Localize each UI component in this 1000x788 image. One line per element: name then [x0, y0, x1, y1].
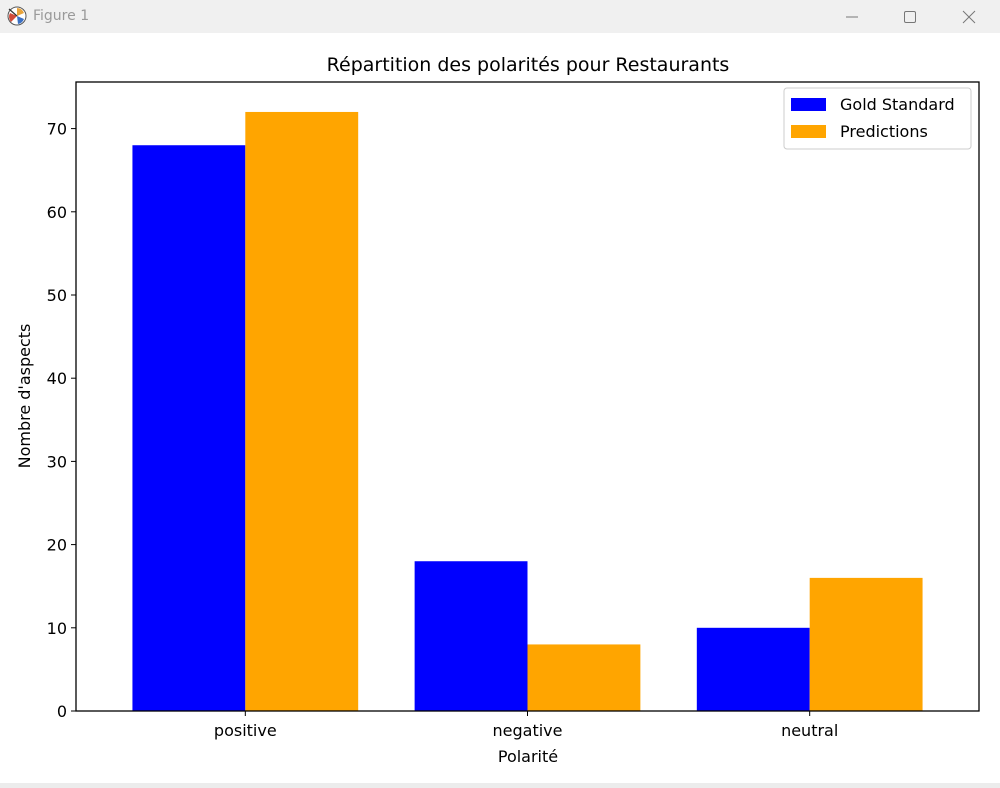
- x-axis-label: Polarité: [498, 747, 558, 766]
- bar-gold-standard-neutral: [696, 627, 810, 711]
- x-tick-label: neutral: [781, 721, 838, 740]
- window-title: Figure 1: [33, 8, 90, 24]
- bar-predictions-positive: [245, 111, 359, 711]
- x-tick-label: negative: [493, 721, 563, 740]
- maximize-icon: [904, 10, 916, 23]
- y-tick-label: 10: [47, 619, 67, 638]
- matplotlib-app-icon: [7, 6, 27, 26]
- chart-title: Répartition des polarités pour Restauran…: [327, 54, 730, 76]
- x-tick-label: positive: [214, 721, 277, 740]
- maximize-button[interactable]: [881, 0, 939, 33]
- bar-predictions-negative: [527, 644, 641, 711]
- window-titlebar: Figure 1: [0, 0, 1000, 33]
- bar-gold-standard-positive: [132, 145, 246, 712]
- legend-swatch: [791, 125, 826, 138]
- y-tick-label: 70: [47, 120, 67, 139]
- legend-label: Predictions: [840, 122, 928, 141]
- y-tick-label: 30: [47, 452, 67, 471]
- y-axis-label: Nombre d'aspects: [15, 324, 34, 469]
- legend-box: [783, 87, 972, 150]
- y-tick-label: 20: [47, 536, 67, 555]
- bar-predictions-neutral: [809, 577, 923, 711]
- y-tick-label: 0: [57, 702, 67, 721]
- minimize-button[interactable]: [823, 0, 881, 33]
- legend-label: Gold Standard: [840, 95, 955, 114]
- y-tick-label: 60: [47, 203, 67, 222]
- y-tick-label: 50: [47, 286, 67, 305]
- minimize-icon: [846, 16, 858, 17]
- legend-swatch: [791, 98, 826, 111]
- y-tick-label: 40: [47, 369, 67, 388]
- close-icon: [962, 10, 976, 23]
- figure-canvas: Répartition des polarités pour Restauran…: [0, 33, 1000, 783]
- legend: Gold Standard Predictions: [783, 87, 972, 150]
- bar-gold-standard-negative: [414, 561, 528, 711]
- window-bottom-edge: [0, 783, 1000, 788]
- close-button[interactable]: [940, 0, 998, 33]
- bar-chart: Répartition des polarités pour Restauran…: [15, 54, 980, 766]
